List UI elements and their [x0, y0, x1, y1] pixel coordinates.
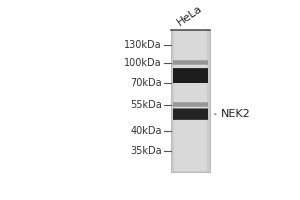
Bar: [171, 30, 210, 172]
Bar: [173, 68, 208, 83]
Text: 70kDa: 70kDa: [130, 78, 162, 88]
Bar: [173, 102, 208, 107]
Bar: [173, 60, 208, 65]
Bar: [173, 68, 208, 83]
Bar: [173, 61, 208, 64]
Text: HeLa: HeLa: [175, 3, 204, 28]
Text: NEK2: NEK2: [221, 109, 251, 119]
Text: 130kDa: 130kDa: [124, 40, 162, 50]
Text: 100kDa: 100kDa: [124, 58, 162, 68]
Bar: [173, 109, 208, 120]
Bar: [173, 109, 208, 119]
Bar: [173, 102, 208, 107]
Bar: [173, 69, 208, 83]
Bar: [173, 31, 207, 171]
Text: 55kDa: 55kDa: [130, 100, 162, 110]
Text: 40kDa: 40kDa: [130, 126, 162, 136]
Bar: [173, 108, 208, 120]
Text: 35kDa: 35kDa: [130, 146, 162, 156]
Bar: [173, 103, 208, 106]
Bar: [173, 60, 208, 65]
